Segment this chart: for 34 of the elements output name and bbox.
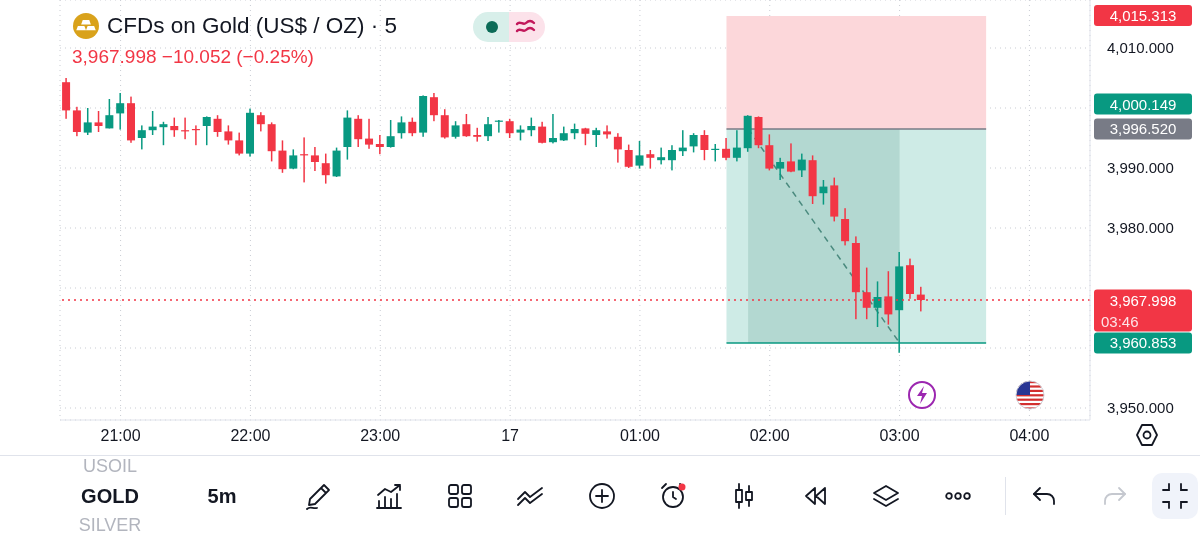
y-tick-label: 3,950.000 bbox=[1107, 399, 1174, 417]
text: CFDs on Gold (US$ / OZ) · 5 bbox=[107, 13, 398, 39]
candlestick bbox=[548, 114, 557, 144]
candlestick bbox=[657, 147, 666, 165]
text: USOIL bbox=[82, 455, 138, 477]
text: SILVER bbox=[78, 514, 142, 536]
x-tick-label: 02:00 bbox=[749, 427, 790, 445]
text: GOLD bbox=[81, 484, 139, 508]
x-tick-label: 17 bbox=[501, 427, 520, 445]
y-tick-label: 4,010.000 bbox=[1107, 39, 1174, 57]
text: 3,960.853 bbox=[1109, 334, 1177, 352]
text: 4,015.313 bbox=[1109, 7, 1177, 24]
x-tick-label: 22:00 bbox=[230, 427, 271, 445]
text: 03:46 bbox=[1101, 312, 1139, 330]
x-tick-label: 01:00 bbox=[619, 427, 661, 445]
text: 5m bbox=[207, 484, 237, 508]
candlestick bbox=[592, 127, 601, 147]
candlestick bbox=[473, 127, 482, 142]
candlestick bbox=[375, 135, 384, 155]
candlestick bbox=[365, 118, 374, 149]
ref-line-label: 3,967.998 bbox=[1109, 291, 1177, 309]
text: 3,967.998 −10.052 (−0.25%) bbox=[72, 46, 314, 68]
x-tick-label: 03:00 bbox=[879, 427, 920, 445]
x-tick-label: 23:00 bbox=[360, 427, 401, 445]
y-tick-label: 3,980.000 bbox=[1107, 219, 1174, 237]
candlestick bbox=[116, 93, 125, 130]
y-tick-label: 3,990.000 bbox=[1107, 159, 1174, 177]
x-tick-label: 04:00 bbox=[1009, 427, 1050, 445]
candlestick bbox=[776, 157, 785, 180]
text: 4,000.149 bbox=[1109, 95, 1177, 113]
candlestick bbox=[603, 125, 612, 139]
text: 3,996.520 bbox=[1109, 120, 1177, 138]
candlestick bbox=[310, 147, 319, 171]
x-tick-label: 21:00 bbox=[100, 427, 141, 445]
